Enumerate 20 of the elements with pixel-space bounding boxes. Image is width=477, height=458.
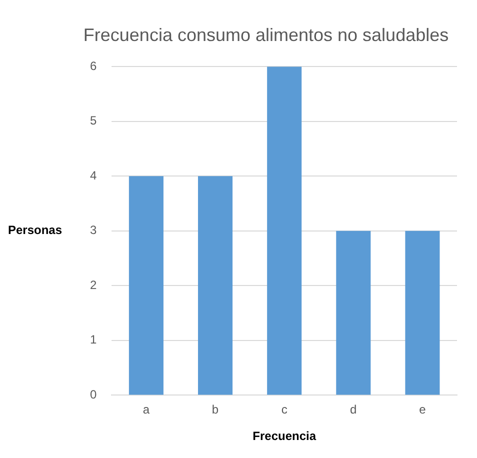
y-axis-title: Personas bbox=[8, 223, 62, 238]
bar bbox=[267, 66, 302, 395]
bar bbox=[405, 230, 440, 395]
y-tick-label: 3 bbox=[90, 223, 97, 238]
bar bbox=[198, 176, 233, 395]
bar bbox=[336, 230, 371, 395]
x-axis-title: Frecuencia bbox=[252, 429, 316, 444]
x-tick-label: e bbox=[419, 402, 426, 417]
y-tick-label: 6 bbox=[90, 58, 97, 73]
y-tick-label: 1 bbox=[90, 332, 97, 347]
bar bbox=[128, 176, 164, 395]
y-tick-label: 4 bbox=[90, 168, 97, 182]
y-tick-label: 0 bbox=[90, 388, 97, 402]
x-tick-label: a bbox=[142, 402, 150, 417]
y-tick-label: 5 bbox=[90, 114, 97, 128]
y-tick-label: 2 bbox=[90, 278, 97, 292]
x-tick-label: d bbox=[350, 402, 357, 417]
x-tick-label: c bbox=[281, 402, 288, 417]
chart-title: Frecuencia consumo alimentos no saludables bbox=[83, 24, 449, 45]
x-tick-label: b bbox=[212, 402, 219, 417]
